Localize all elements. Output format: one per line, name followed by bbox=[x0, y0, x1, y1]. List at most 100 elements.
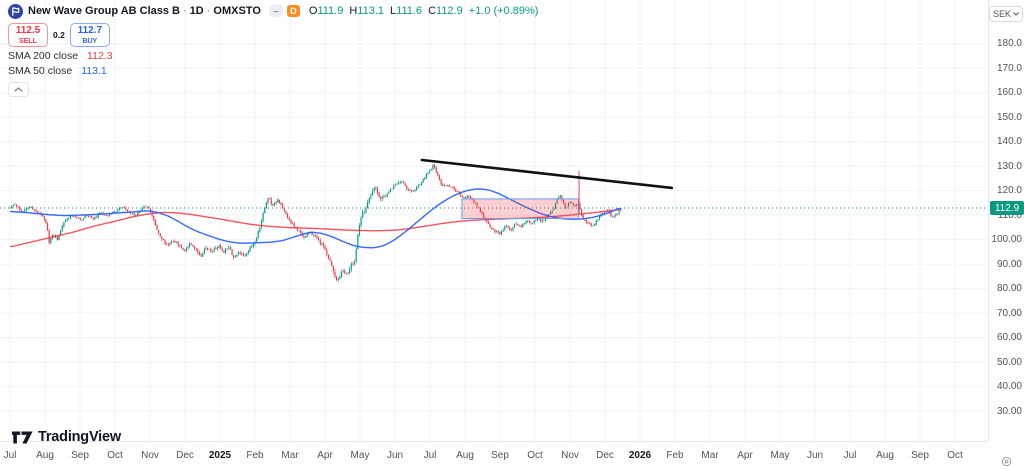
chart-canvas[interactable] bbox=[0, 0, 988, 441]
high-label: H bbox=[349, 5, 358, 17]
tradingview-logo-text: TradingView bbox=[38, 429, 121, 445]
time-axis-label: Nov bbox=[561, 450, 579, 461]
close-value: 112.9 bbox=[436, 5, 463, 17]
supply-zone-box[interactable] bbox=[461, 198, 579, 219]
time-axis-label: Aug bbox=[456, 450, 474, 461]
close-label: C bbox=[428, 5, 437, 17]
buy-label: BUY bbox=[82, 37, 98, 45]
sell-button[interactable]: 112.5 SELL bbox=[8, 23, 48, 47]
indicator-legend-sma50[interactable]: SMA 50 close 113.1 bbox=[8, 65, 544, 77]
time-axis-label: Jun bbox=[386, 450, 404, 461]
clock-icon bbox=[1001, 456, 1012, 467]
price-axis-label: 180.0 bbox=[996, 38, 1022, 50]
price-axis-label: 80.00 bbox=[996, 283, 1022, 295]
time-axis-label: Mar bbox=[281, 450, 299, 461]
chart-legend: New Wave Group AB Class B · 1D · OMXSTO – D … bbox=[8, 3, 544, 97]
tradingview-logo[interactable]: TradingView bbox=[12, 429, 121, 445]
price-axis-label: 30.00 bbox=[996, 405, 1022, 417]
time-axis-label: Nov bbox=[141, 450, 159, 461]
time-axis-label: Jul bbox=[843, 450, 857, 461]
high-value: 113.1 bbox=[357, 5, 385, 17]
price-axis-label: 170.0 bbox=[996, 62, 1022, 74]
time-axis-label: Jul bbox=[3, 450, 17, 461]
sma50-name: SMA 50 close bbox=[8, 65, 73, 77]
time-axis-label: Dec bbox=[176, 450, 194, 461]
symbol-logo-icon bbox=[8, 3, 23, 19]
time-axis-label: Oct bbox=[527, 450, 543, 461]
sell-label: SELL bbox=[19, 37, 37, 45]
price-axis-label: 60.00 bbox=[996, 332, 1022, 344]
sma200-name: SMA 200 close bbox=[8, 50, 79, 62]
timezone-settings-button[interactable] bbox=[998, 453, 1014, 469]
candle-wicks-up bbox=[11, 164, 622, 283]
interval-label[interactable]: 1D bbox=[189, 5, 204, 17]
low-value: 111.6 bbox=[396, 5, 423, 17]
title-separator: · bbox=[206, 5, 211, 17]
time-axis-label: Aug bbox=[876, 450, 894, 461]
time-axis-label: Aug bbox=[36, 450, 54, 461]
currency-label: SEK bbox=[992, 9, 1011, 19]
time-axis-label: Dec bbox=[596, 450, 614, 461]
title-separator: · bbox=[183, 5, 187, 17]
price-axis-label: 160.0 bbox=[996, 87, 1022, 99]
sma-50-line bbox=[9, 188, 621, 249]
exchange-label[interactable]: OMXSTO bbox=[213, 5, 261, 17]
price-axis-label: 50.00 bbox=[996, 356, 1022, 368]
symbol-title-row[interactable]: New Wave Group AB Class B · 1D · OMXSTO – D … bbox=[8, 3, 544, 19]
time-axis-label: Sep bbox=[491, 450, 509, 461]
interval-badge[interactable]: D bbox=[286, 5, 300, 17]
low-label: L bbox=[390, 5, 397, 17]
open-value: 111.9 bbox=[317, 5, 344, 17]
trendline-drawing[interactable] bbox=[420, 158, 674, 190]
price-axis-label: 40.00 bbox=[996, 381, 1022, 393]
legend-minus-badge[interactable]: – bbox=[268, 5, 283, 17]
symbol-name[interactable]: New Wave Group AB Class B bbox=[28, 5, 180, 17]
time-axis-label: Sep bbox=[71, 450, 89, 461]
tradingview-logo-mark bbox=[12, 431, 33, 444]
price-axis-label: 120.0 bbox=[996, 185, 1022, 197]
sell-price: 112.5 bbox=[15, 24, 41, 36]
time-axis-label: Sep bbox=[911, 450, 929, 461]
time-axis-label: Apr bbox=[317, 450, 333, 461]
current-price-badge: 112.9 bbox=[990, 201, 1024, 215]
time-axis-label: Feb bbox=[246, 450, 264, 461]
time-axis-label: Oct bbox=[947, 450, 963, 461]
change-value: +1.0 (+0.89%) bbox=[468, 5, 539, 17]
buy-price: 112.7 bbox=[77, 24, 103, 36]
currency-selector[interactable]: SEK bbox=[988, 6, 1023, 22]
trade-buttons-row: 112.5 SELL 0.2 112.7 BUY bbox=[8, 23, 544, 47]
chevron-up-icon bbox=[14, 87, 23, 92]
price-axis-label: 150.0 bbox=[996, 111, 1022, 123]
price-axis-label: 90.00 bbox=[996, 258, 1022, 270]
sma50-value: 113.1 bbox=[81, 65, 107, 77]
chevron-down-icon bbox=[1013, 12, 1019, 16]
grid-lines bbox=[0, 0, 988, 441]
candle-bodies-down bbox=[9, 164, 619, 281]
sma200-value: 112.3 bbox=[87, 50, 113, 62]
time-axis-label: May bbox=[770, 450, 790, 461]
time-axis-label: Apr bbox=[737, 450, 753, 461]
price-axis-label: 140.0 bbox=[996, 136, 1022, 148]
indicator-legend-sma200[interactable]: SMA 200 close 112.3 bbox=[8, 50, 544, 62]
price-axis-label: 70.00 bbox=[996, 307, 1022, 319]
time-axis-label: 2026 bbox=[628, 450, 652, 461]
time-axis-label: Jun bbox=[806, 450, 824, 461]
symbol-title[interactable]: New Wave Group AB Class B · 1D · OMXSTO bbox=[28, 5, 261, 17]
ohlc-values: O111.9 H113.1 L111.6 C112.9 +1.0 (+0.89%… bbox=[309, 5, 545, 17]
time-axis[interactable]: Jul Aug Sep Oct Nov Dec 2025 Feb Mar Apr May Jun Jul… bbox=[0, 441, 988, 469]
legend-collapse-button[interactable] bbox=[8, 82, 29, 97]
time-axis-label: Jul bbox=[423, 450, 437, 461]
spread-value: 0.2 bbox=[53, 30, 65, 40]
time-axis-label: 2025 bbox=[208, 450, 232, 461]
time-axis-label: Feb bbox=[666, 450, 684, 461]
time-axis-label: Mar bbox=[701, 450, 719, 461]
price-axis-label: 110.0 bbox=[997, 209, 1022, 221]
time-axis-label: May bbox=[350, 450, 370, 461]
price-axis-label: 100.00 bbox=[991, 234, 1022, 246]
open-label: O bbox=[308, 5, 318, 17]
time-axis-label: Oct bbox=[107, 450, 123, 461]
price-axis-label: 130.0 bbox=[996, 160, 1022, 172]
buy-button[interactable]: 112.7 BUY bbox=[69, 23, 110, 47]
price-axis[interactable]: SEK 180.0 170.0 160.0 150.0 140.0 130.0 120.0 1… bbox=[988, 0, 1024, 441]
